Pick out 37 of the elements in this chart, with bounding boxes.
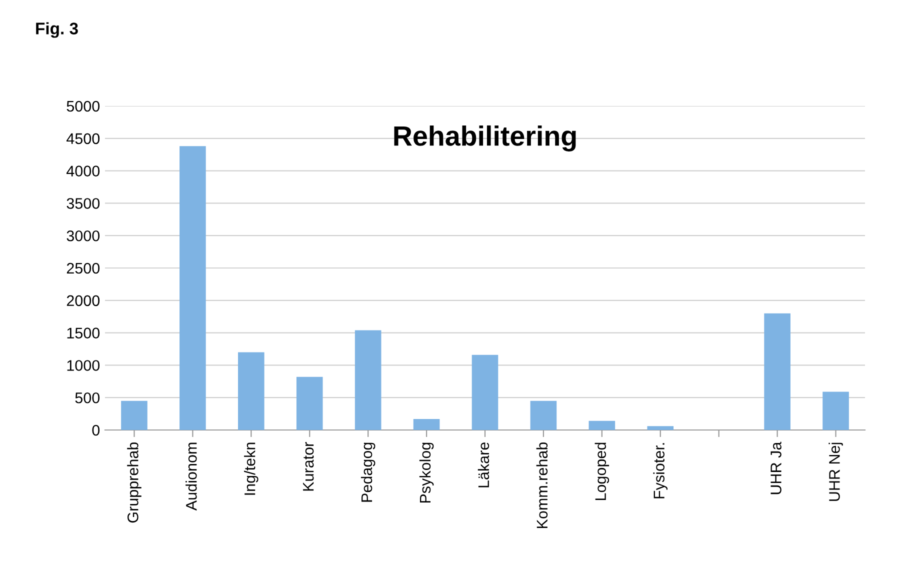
bar	[296, 376, 323, 430]
y-tick-label: 1000	[67, 360, 100, 371]
x-tick-label: Komm.rehab	[536, 442, 548, 528]
bar	[530, 400, 557, 430]
y-tick-label: 5000	[66, 100, 100, 112]
x-tick-label: Audionom	[186, 442, 197, 511]
y-tick-label: 2500	[66, 262, 100, 274]
bar	[238, 352, 264, 430]
x-tick-label: Kurator	[303, 442, 314, 491]
bar	[764, 313, 790, 430]
bar	[121, 400, 148, 430]
x-tick-label: Ing/tekn	[244, 442, 258, 495]
y-tick-label: 3000	[66, 230, 100, 242]
y-tick-label: 2000	[66, 295, 100, 306]
bar	[822, 392, 849, 430]
bar	[472, 354, 498, 430]
bar	[354, 330, 382, 430]
caption: Fig. 3	[36, 22, 78, 38]
bar	[588, 420, 616, 430]
y-tick-label: 0	[92, 424, 100, 436]
y-tick-label: 1500	[67, 328, 100, 338]
x-tick-label: Psykolog	[419, 442, 434, 503]
x-tick-label: UHR Nej	[828, 442, 843, 501]
y-tick-label: 4500	[66, 133, 100, 144]
x-tick-label: Pedagog	[360, 442, 376, 502]
bar	[647, 426, 674, 430]
bar	[413, 418, 440, 430]
text: Rehabilitering	[394, 125, 576, 152]
x-tick-label: Grupprehab	[127, 442, 142, 523]
y-tick-label: 3500	[66, 198, 100, 209]
bar	[180, 146, 206, 430]
y-tick-label: 4000	[66, 166, 100, 176]
y-tick-label: 500	[75, 392, 100, 404]
x-tick-label: Logoped	[594, 442, 610, 500]
x-tick-label: Läkare	[478, 442, 490, 488]
x-tick-label: Fysioter.	[653, 443, 668, 498]
x-tick-label: UHR Ja	[770, 442, 782, 494]
